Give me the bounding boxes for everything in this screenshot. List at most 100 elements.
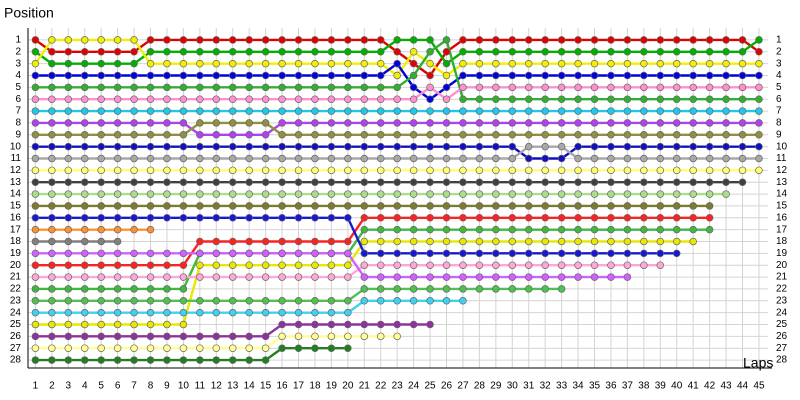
lap-marker [409,237,418,246]
lap-marker [607,95,615,103]
lap-marker [327,59,336,68]
lap-marker [113,36,122,44]
lap-marker [113,107,122,115]
lap-marker [607,273,615,281]
lap-marker [557,83,566,92]
lap-marker [113,225,122,234]
lap-marker [393,119,401,127]
lap-marker [344,166,352,175]
lap-marker [524,83,533,92]
lap-marker [541,48,549,56]
y-tick-label: 28 [10,355,22,366]
lap-marker [179,190,188,198]
lap-marker [163,202,171,210]
x-tick-label: 39 [655,381,667,392]
lap-marker [689,119,697,127]
lap-marker [130,83,138,92]
lap-marker [541,166,549,175]
lap-marker [623,59,632,68]
lap-marker [212,237,221,246]
lap-marker [163,214,171,222]
x-tick-label: 5 [98,381,104,392]
x-tick-label: 23 [392,381,404,392]
lap-marker [311,202,319,210]
lap-marker [508,142,517,151]
lap-marker [212,154,221,163]
y-tick-label-right: 18 [776,236,788,247]
lap-marker [623,237,632,246]
lap-marker [656,166,665,175]
lap-marker [278,131,286,139]
lap-marker [344,119,352,127]
lap-marker [755,36,763,44]
lap-marker [327,154,336,163]
lap-marker [163,36,171,44]
lap-marker [80,273,89,281]
lap-marker [442,131,451,139]
lap-marker [640,214,648,222]
lap-marker [163,261,171,269]
lap-marker [31,178,40,186]
lap-marker [294,190,303,198]
lap-marker [672,36,681,44]
lap-marker [442,71,451,80]
lap-marker [261,261,270,269]
lap-marker [541,59,549,68]
lap-marker [48,285,56,293]
lap-marker [311,166,319,175]
y-tick-label-right: 9 [776,129,782,140]
lap-marker [426,83,434,92]
lap-marker [294,119,303,127]
lap-marker [31,202,40,210]
lap-marker [179,119,188,127]
lap-marker [163,131,171,139]
lap-marker [212,356,221,364]
lap-marker [278,178,286,186]
lap-marker [442,261,451,269]
lap-marker [557,107,566,115]
lap-marker [475,83,484,92]
y-tick-label-right: 27 [776,343,788,354]
lap-marker [64,261,73,269]
lap-marker [524,237,533,246]
lap-marker [409,190,418,198]
y-tick-label: 9 [15,129,21,140]
lap-marker [80,59,89,68]
lap-marker [146,285,155,293]
lap-marker [212,332,221,341]
lap-marker [755,59,763,68]
lap-marker [492,178,500,186]
x-tick-label: 14 [244,381,256,392]
lap-marker [459,119,467,127]
lap-marker [574,154,582,163]
lap-marker [278,166,286,175]
lap-marker [722,95,730,103]
lap-marker [31,249,40,258]
lap-marker [327,202,336,210]
lap-marker [574,107,582,115]
lap-marker [327,178,336,186]
lap-marker [130,190,138,198]
lap-marker [557,71,566,80]
lap-marker [607,225,615,234]
lap-marker [508,166,517,175]
lap-marker [245,202,253,210]
lap-marker [409,166,418,175]
lap-marker [705,190,714,198]
lap-marker [130,285,138,293]
lap-marker [623,166,632,175]
lap-marker [574,131,582,139]
lap-marker [475,273,484,281]
lap-marker [327,107,336,115]
lap-marker [607,48,615,56]
lap-marker [607,166,615,175]
lap-marker [64,273,73,281]
lap-marker [97,178,105,186]
lap-marker [722,71,730,80]
lap-marker [294,202,303,210]
lap-marker [64,59,73,68]
lap-marker [48,344,56,352]
lap-marker [228,107,237,115]
lap-marker [689,202,697,210]
